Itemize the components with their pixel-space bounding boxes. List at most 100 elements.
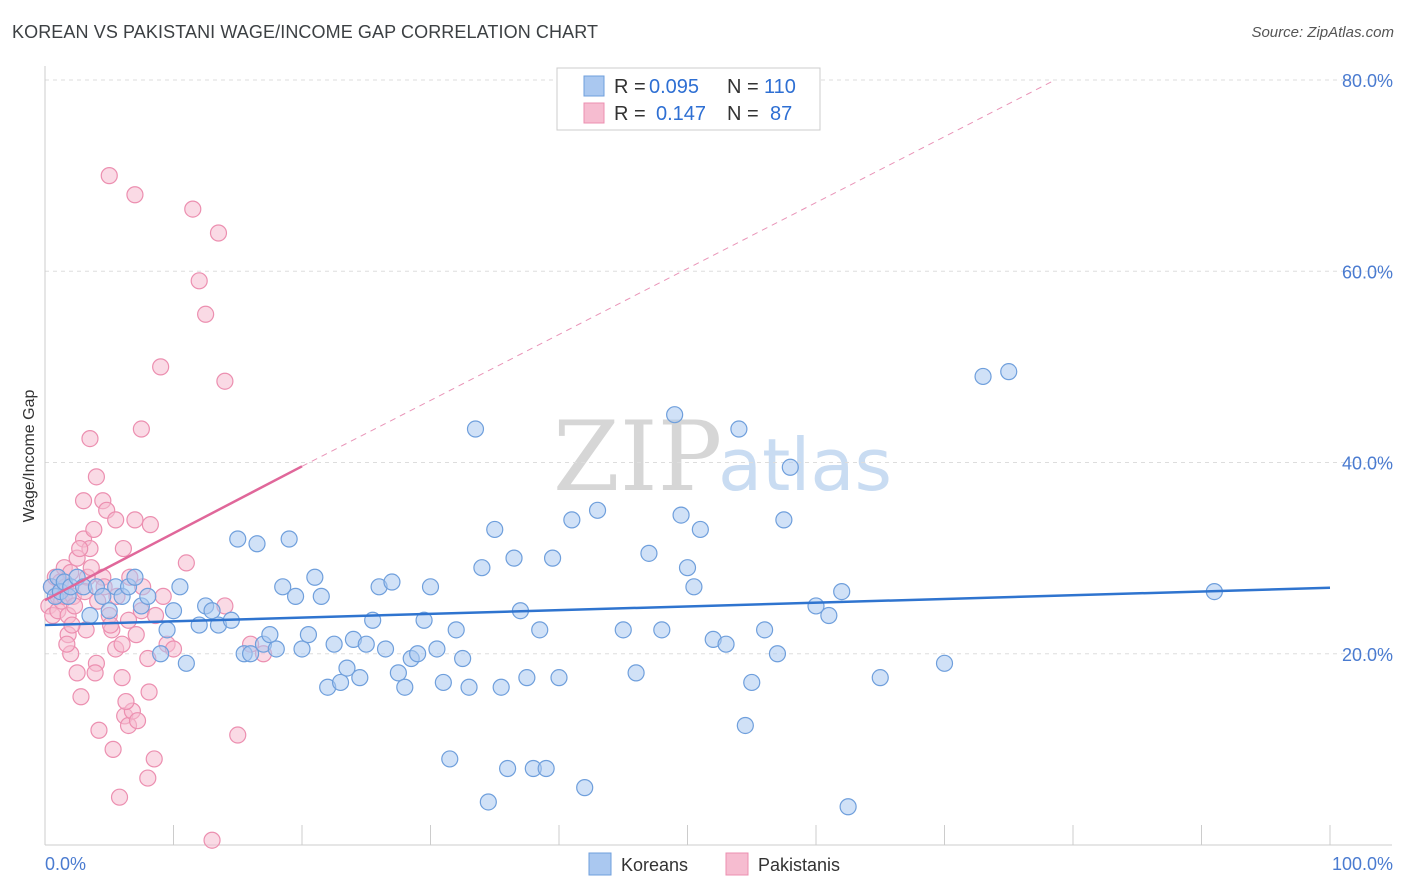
pakistanis-point-80: [140, 683, 158, 701]
koreans-point-9: [81, 606, 99, 625]
koreans-point-86: [653, 621, 671, 639]
koreans-point-35: [267, 640, 285, 658]
koreans-point-38: [286, 587, 305, 605]
legend-pakistanis-n-label: N =: [727, 103, 759, 125]
koreans-point-78: [543, 549, 562, 567]
koreans-point-45: [331, 673, 350, 692]
y-tick-label-60: 60.0%: [1342, 262, 1393, 282]
koreans-point-46: [338, 659, 356, 677]
koreans-point-102: [820, 606, 838, 625]
pakistanis-point-54: [145, 750, 163, 768]
bottom-legend-koreans-swatch: [588, 852, 612, 876]
y-tick-label-80: 80.0%: [1342, 71, 1393, 91]
legend-pakistanis-r-label: R =: [614, 103, 646, 125]
koreans-point-34: [261, 626, 279, 644]
pakistanis-point-64: [216, 372, 234, 390]
pakistanis-point-84: [86, 664, 104, 682]
koreans-point-89: [678, 559, 697, 577]
legend-box: R = 0.095 N = 110 R = 0.147 N = 87: [556, 67, 821, 131]
pakistanis-point-29: [90, 721, 108, 739]
koreans-point-65: [460, 678, 478, 696]
koreans-point-53: [383, 573, 401, 591]
trend-lines: [44, 465, 1331, 627]
koreans-point-70: [492, 678, 510, 696]
pakistanis-point-40: [113, 635, 131, 653]
koreans-point-108: [1000, 363, 1018, 381]
koreans-point-71: [499, 759, 517, 778]
koreans-point-18: [139, 587, 157, 605]
pakistanis-point-69: [71, 539, 89, 558]
bottom-legend-koreans-label: Koreans: [621, 855, 688, 875]
koreans-point-59: [421, 578, 440, 596]
koreans-point-55: [396, 678, 414, 696]
axes: [44, 66, 1392, 846]
pakistanis-point-61: [197, 305, 215, 323]
pakistanis-trend-line: [44, 465, 303, 602]
koreans-point-68: [479, 793, 497, 811]
koreans-point-26: [203, 602, 221, 620]
x-tick-label-0: 0.0%: [45, 854, 86, 874]
koreans-point-22: [171, 578, 189, 596]
pakistanis-point-76: [114, 539, 132, 558]
koreans-point-107: [974, 367, 992, 386]
pakistanis-point-53: [141, 516, 159, 534]
koreans-point-96: [743, 673, 761, 692]
pakistanis-point-19: [72, 688, 90, 706]
legend-pakistanis-swatch: [583, 102, 605, 124]
pakistanis-point-39: [110, 788, 129, 806]
pakistanis-point-66: [229, 726, 247, 744]
koreans-point-97: [755, 621, 774, 639]
pakistanis-point-38: [107, 511, 125, 529]
koreans-point-91: [691, 520, 709, 539]
pakistanis-point-60: [190, 272, 208, 290]
koreans-point-11: [94, 587, 112, 605]
pakistanis-trend-dashed: [301, 79, 1056, 467]
y-tick-label-40: 40.0%: [1342, 454, 1393, 474]
bottom-legend-pakistanis-swatch: [725, 852, 749, 876]
koreans-point-82: [588, 501, 607, 519]
koreans-point-77: [537, 759, 555, 778]
koreans-point-105: [871, 669, 889, 687]
koreans-point-72: [505, 549, 523, 567]
koreans-point-69: [486, 520, 504, 539]
pakistanis-point-86: [154, 587, 172, 605]
pakistanis-point-85: [117, 692, 135, 711]
legend-koreans-n-value: 110: [764, 76, 796, 98]
bottom-legend-pakistanis-label: Pakistanis: [758, 855, 840, 875]
koreans-point-66: [466, 420, 485, 438]
koreans-point-104: [839, 798, 857, 816]
koreans-point-98: [768, 645, 787, 663]
koreans-trend-line: [44, 586, 1331, 627]
koreans-point-20: [158, 621, 176, 639]
koreans-point-60: [428, 640, 446, 658]
koreans-point-67: [473, 559, 491, 577]
koreans-point-90: [685, 578, 703, 596]
watermark-atlas: atlas: [718, 423, 892, 507]
pakistanis-points: [40, 167, 273, 849]
koreans-point-29: [229, 530, 247, 548]
koreans-point-83: [614, 621, 632, 639]
koreans-point-61: [434, 673, 452, 692]
koreans-point-49: [357, 635, 375, 653]
koreans-point-62: [441, 750, 459, 768]
koreans-point-19: [152, 645, 170, 663]
koreans-point-81: [576, 779, 594, 797]
pakistanis-point-78: [127, 626, 145, 644]
pakistanis-point-63: [209, 224, 228, 242]
koreans-point-48: [351, 669, 369, 687]
koreans-point-100: [781, 458, 799, 476]
legend-pakistanis-r-value: 0.147: [656, 103, 706, 125]
pakistanis-trend-extension: [301, 79, 1056, 467]
source-label: Source: ZipAtlas.com: [1251, 24, 1394, 41]
koreans-point-37: [280, 530, 298, 548]
pakistanis-point-55: [152, 358, 170, 376]
pakistanis-point-21: [74, 492, 93, 510]
koreans-point-52: [376, 640, 395, 658]
pakistanis-point-62: [203, 831, 221, 849]
legend-pakistanis-n-value: 87: [770, 103, 792, 125]
koreans-point-54: [389, 664, 407, 682]
y-tick-label-20: 20.0%: [1342, 645, 1393, 665]
pakistanis-point-50: [132, 420, 150, 438]
pakistanis-point-74: [101, 616, 120, 634]
